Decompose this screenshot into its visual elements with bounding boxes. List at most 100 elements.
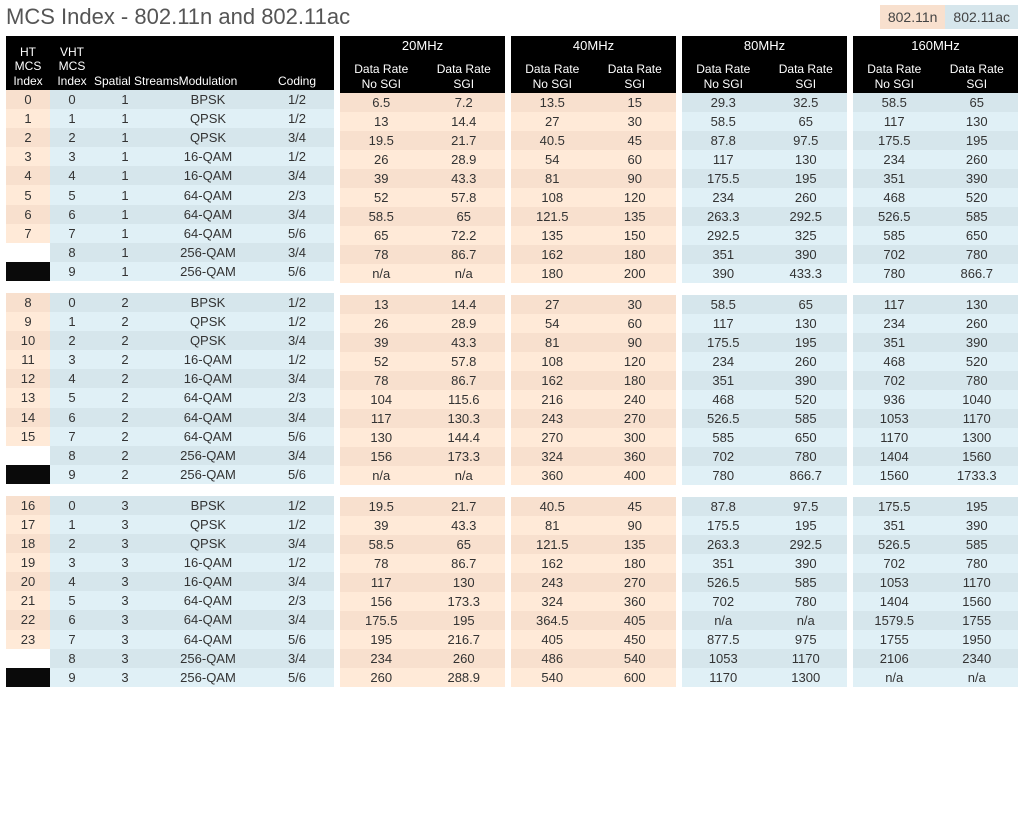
cell-ht: 0: [6, 90, 50, 109]
legend-n: 802.11n: [880, 5, 946, 29]
group-spacer: [340, 283, 505, 295]
cell-ss: 2: [94, 293, 156, 312]
cell-rate: 45: [594, 131, 677, 150]
cell-rate: 263.3: [682, 207, 765, 226]
cell-rate: 270: [511, 428, 594, 447]
table-row: 91256-QAM5/6: [6, 262, 334, 281]
table-row: 33116-QAM1/2: [6, 147, 334, 166]
cell-vht: 6: [50, 610, 94, 629]
cell-rate: 19.5: [340, 497, 423, 516]
cell-rate: 58.5: [682, 295, 765, 314]
table-row: 351390: [853, 333, 1018, 352]
table-row: 3943.3: [340, 333, 505, 352]
cell-rate: 130: [765, 150, 848, 169]
table-row: 351390: [853, 169, 1018, 188]
table-row: 215364-QAM2/3: [6, 591, 334, 610]
cell-rate: 90: [594, 516, 677, 535]
cell-cod: 1/2: [260, 109, 334, 128]
cell-vht: 2: [50, 331, 94, 350]
cell-rate: 180: [594, 371, 677, 390]
table-row: 270300: [511, 428, 676, 447]
cell-rate: 1579.5: [853, 611, 936, 630]
cell-rate: n/a: [340, 264, 423, 283]
cell-rate: 90: [594, 169, 677, 188]
cell-rate: 780: [682, 466, 765, 485]
cell-rate: 780: [765, 447, 848, 466]
cell-rate: 540: [594, 649, 677, 668]
table-row: 19.521.7: [340, 131, 505, 150]
cell-ht: 8: [6, 293, 50, 312]
cell-rate: 1170: [765, 649, 848, 668]
cell-ss: 2: [94, 388, 156, 407]
cell-mod: 16-QAM: [156, 166, 260, 185]
cell-ht: 1: [6, 109, 50, 128]
cell-rate: 468: [853, 188, 936, 207]
cell-rate: 585: [765, 409, 848, 428]
table-row: n/an/a: [682, 611, 847, 630]
table-row: 1579.51755: [853, 611, 1018, 630]
table-row: 204316-QAM3/4: [6, 572, 334, 591]
table-row: 175.5195: [682, 169, 847, 188]
cell-rate: 150: [594, 226, 677, 245]
table-row: 121.5135: [511, 535, 676, 554]
table-row: 226364-QAM3/4: [6, 610, 334, 629]
cell-rate: 162: [511, 245, 594, 264]
cell-cod: 1/2: [260, 515, 334, 534]
cell-rate: 195: [765, 516, 848, 535]
cell-rate: 360: [594, 592, 677, 611]
cell-rate: 300: [594, 428, 677, 447]
cell-cod: 3/4: [260, 243, 334, 262]
table-row: 263.3292.5: [682, 207, 847, 226]
cell-rate: 1300: [765, 668, 848, 687]
cell-rate: 13.5: [511, 93, 594, 112]
cell-rate: 130.3: [423, 409, 506, 428]
table-row: 780866.7: [682, 466, 847, 485]
rate-table-40: 40MHzData RateNo SGIData RateSGI13.51527…: [511, 36, 676, 687]
cell-vht: 4: [50, 369, 94, 388]
cell-rate: 43.3: [423, 169, 506, 188]
cell-mod: 64-QAM: [156, 591, 260, 610]
table-row: 146264-QAM3/4: [6, 408, 334, 427]
cell-rate: 130: [765, 314, 848, 333]
table-row: 234260: [853, 150, 1018, 169]
cell-rate: 120: [594, 188, 677, 207]
table-row: n/an/a: [340, 466, 505, 485]
cell-cod: 2/3: [260, 185, 334, 204]
cell-vht: 3: [50, 350, 94, 369]
table-row: 58.565: [340, 535, 505, 554]
hdr-bw-title: 40MHz: [511, 36, 676, 55]
cell-rate: 130: [936, 295, 1019, 314]
table-row: 351390: [682, 245, 847, 264]
cell-rate: 175.5: [682, 169, 765, 188]
table-row: 66164-QAM3/4: [6, 205, 334, 224]
hdr-bw-title: 20MHz: [340, 36, 505, 55]
table-row: 6.57.2: [340, 93, 505, 112]
table-row: 135264-QAM2/3: [6, 388, 334, 407]
table-row: 40.545: [511, 497, 676, 516]
cell-rate: n/a: [765, 611, 848, 630]
cell-rate: 90: [594, 333, 677, 352]
cell-vht: 2: [50, 128, 94, 147]
cell-vht: 0: [50, 90, 94, 109]
cell-ht: 18: [6, 534, 50, 553]
table-row: 526.5585: [853, 207, 1018, 226]
table-row: 2628.9: [340, 314, 505, 333]
cell-rate: 324: [511, 447, 594, 466]
cell-rate: 135: [594, 207, 677, 226]
cell-ss: 2: [94, 465, 156, 484]
cell-ss: 3: [94, 649, 156, 668]
hdr-nosgi: Data RateNo SGI: [682, 55, 765, 93]
hdr-vht: VHT MCS Index: [50, 36, 94, 90]
table-row: 124216-QAM3/4: [6, 369, 334, 388]
group-spacer: [853, 485, 1018, 497]
cell-vht: 5: [50, 185, 94, 204]
cell-rate: 234: [853, 150, 936, 169]
cell-cod: 3/4: [260, 205, 334, 224]
group-spacer: [511, 283, 676, 295]
cell-ht: 15: [6, 427, 50, 446]
table-row: 29.332.5: [682, 93, 847, 112]
cell-rate: 43.3: [423, 516, 506, 535]
cell-rate: 117: [340, 573, 423, 592]
table-row: 157264-QAM5/6: [6, 427, 334, 446]
cell-ss: 1: [94, 262, 156, 281]
